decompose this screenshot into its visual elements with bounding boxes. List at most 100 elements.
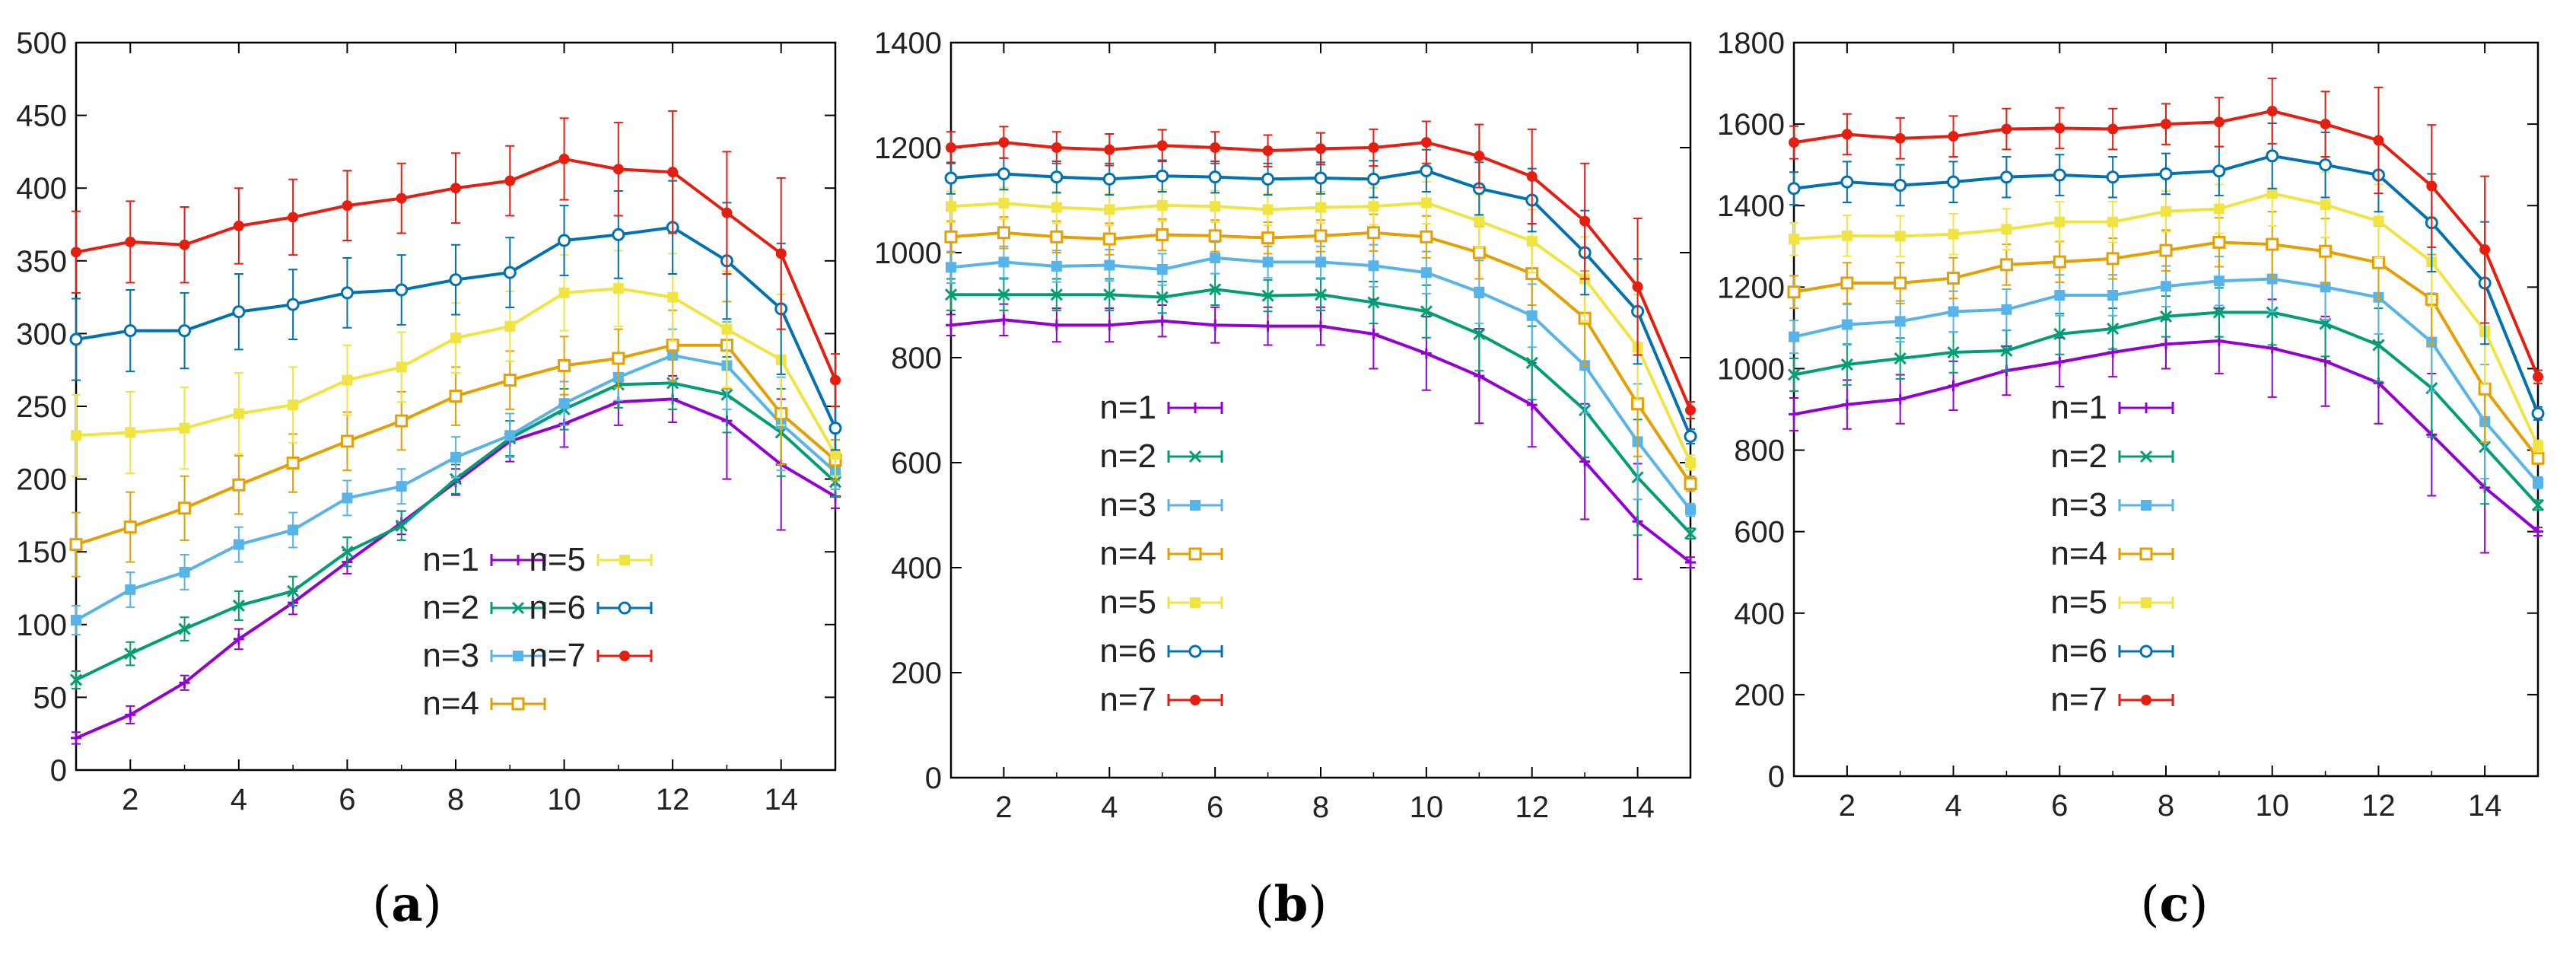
y-tick-label: 1000 <box>874 237 942 270</box>
x-tick-label: 4 <box>1945 789 1961 823</box>
x-tick-label: 4 <box>231 783 247 816</box>
data-point <box>1262 256 1274 268</box>
data-point <box>1894 393 1906 405</box>
data-point <box>340 434 354 448</box>
x-tick-label: 14 <box>2468 789 2502 823</box>
data-point <box>1210 142 1221 153</box>
data-point <box>1472 246 1486 259</box>
legend-label: n=7 <box>529 637 586 674</box>
data-point <box>1210 320 1221 331</box>
data-point <box>449 390 463 403</box>
data-point <box>2266 105 2278 116</box>
data-point <box>1315 320 1326 332</box>
y-tick-label: 600 <box>891 447 942 480</box>
data-point <box>232 599 245 613</box>
legend-label: n=6 <box>1099 632 1156 670</box>
legend-swatch-marker <box>2141 403 2151 413</box>
data-point <box>1685 457 1696 468</box>
data-point <box>449 473 463 485</box>
data-point <box>2001 123 2012 135</box>
data-point <box>721 323 733 335</box>
data-point <box>2266 237 2279 251</box>
data-point <box>286 298 300 311</box>
data-point <box>2161 205 2171 217</box>
data-point <box>558 153 570 164</box>
data-point <box>944 171 958 185</box>
y-tick-label: 500 <box>16 27 67 60</box>
data-point <box>1894 231 1906 242</box>
legend: n=1 n=2 n=3 n=4 n=5 n=6 n=7 <box>422 541 653 722</box>
data-point <box>2001 304 2012 315</box>
series-n5 <box>946 180 1696 471</box>
data-point <box>612 228 625 241</box>
data-point <box>125 709 136 721</box>
data-point <box>946 201 956 212</box>
series-n7 <box>946 120 1696 420</box>
data-point <box>340 286 354 300</box>
legend-swatch-marker <box>1190 695 1201 705</box>
data-point <box>2319 244 2333 258</box>
y-tick-label: 100 <box>16 609 67 642</box>
legend-label: n=2 <box>1099 438 1156 475</box>
data-point <box>1948 228 1959 240</box>
data-point <box>1525 356 1538 369</box>
data-point <box>1526 399 1538 411</box>
data-point <box>395 283 409 297</box>
data-point <box>830 449 841 460</box>
data-point <box>1050 230 1064 243</box>
data-point <box>1789 137 1799 148</box>
data-point <box>1315 256 1326 268</box>
legend-label: n=6 <box>529 589 586 626</box>
data-point <box>558 287 570 298</box>
data-point <box>2531 498 2545 511</box>
data-point <box>2000 344 2013 357</box>
data-point <box>1210 201 1221 212</box>
data-point <box>1526 235 1538 247</box>
data-point <box>2053 255 2066 269</box>
data-point <box>2266 149 2279 163</box>
y-tick-label: 0 <box>925 762 942 795</box>
legend-label: n=3 <box>422 637 479 674</box>
data-point <box>1420 348 1432 359</box>
data-point <box>1051 142 1062 153</box>
data-point <box>232 305 246 319</box>
series-n6 <box>69 180 842 451</box>
legend-swatch-marker <box>2139 645 2153 658</box>
data-point <box>2533 526 2543 537</box>
data-point <box>558 358 571 372</box>
data-point <box>2106 252 2120 266</box>
data-point <box>1050 170 1064 184</box>
data-point <box>179 566 190 578</box>
data-point <box>2320 199 2331 211</box>
data-point <box>1840 175 1854 189</box>
data-point <box>1314 229 1328 243</box>
data-point <box>1368 328 1379 339</box>
data-point <box>1474 371 1485 382</box>
data-point <box>2107 290 2119 301</box>
y-tick-label: 50 <box>33 681 68 715</box>
data-point <box>1208 229 1222 243</box>
data-point <box>233 539 244 550</box>
legend-label: n=2 <box>2050 438 2107 475</box>
data-point <box>342 200 353 212</box>
data-point <box>1051 320 1062 331</box>
data-point <box>1261 289 1274 302</box>
data-point <box>721 207 733 218</box>
y-tick-label: 0 <box>50 754 67 788</box>
data-point <box>396 361 407 373</box>
data-point <box>396 193 407 204</box>
data-point <box>1841 399 1852 410</box>
data-point <box>946 262 956 273</box>
data-point <box>667 167 679 178</box>
data-point <box>123 324 137 338</box>
legend-swatch-marker <box>1190 597 1201 608</box>
data-point <box>503 374 517 387</box>
data-point <box>1210 252 1221 263</box>
data-point <box>288 212 299 223</box>
y-tick-label: 1800 <box>1717 27 1785 60</box>
legend-swatch-marker <box>2141 500 2151 511</box>
data-point <box>1685 557 1696 568</box>
legend-swatch-marker <box>619 555 630 565</box>
data-point <box>1102 232 1116 246</box>
data-point <box>998 314 1010 326</box>
